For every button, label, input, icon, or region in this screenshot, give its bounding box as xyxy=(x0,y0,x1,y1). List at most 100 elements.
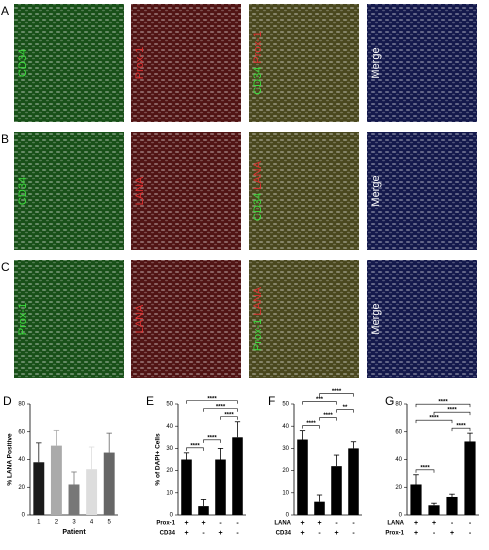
row-sign: + xyxy=(432,520,436,527)
bar xyxy=(232,437,243,515)
bar xyxy=(103,452,115,515)
error-bar xyxy=(106,432,112,453)
y-tick-label: 10 xyxy=(282,490,289,496)
image-texture xyxy=(249,260,359,378)
row-sign: - xyxy=(469,530,472,537)
significance-bracket xyxy=(186,400,238,404)
row-sign: + xyxy=(414,530,418,537)
error-bar xyxy=(183,452,190,460)
image-label: Prox-1 LANA xyxy=(252,286,264,351)
row-name: Prox-1 xyxy=(156,521,175,527)
micrograph xyxy=(14,4,124,122)
label-part: Merge xyxy=(370,47,382,78)
micrograph xyxy=(131,4,241,122)
significance-label: **** xyxy=(207,435,217,441)
image-texture xyxy=(131,132,241,250)
row-sign: + xyxy=(184,520,188,527)
row-sign: + xyxy=(334,530,338,537)
bar xyxy=(464,441,476,515)
significance-label: **** xyxy=(207,396,217,402)
row-sign: - xyxy=(202,530,205,537)
micrograph xyxy=(14,260,124,378)
label-part: LANA xyxy=(252,286,264,315)
image-label: Prox-1 xyxy=(17,303,29,335)
row-sign: - xyxy=(451,520,454,527)
error-bar xyxy=(299,430,306,440)
row-sign: - xyxy=(318,530,321,537)
label-part: CD34 xyxy=(252,67,264,95)
label-part: CD34 xyxy=(252,193,264,221)
y-tick-label: 50 xyxy=(282,402,289,408)
bar xyxy=(215,459,226,515)
bar xyxy=(181,459,192,515)
significance-bracket xyxy=(203,439,221,443)
y-tick-label: 20 xyxy=(395,485,402,491)
row-sign: - xyxy=(236,530,239,537)
y-tick-label: 30 xyxy=(282,446,289,452)
label-part: LANA xyxy=(252,160,264,189)
significance-label: **** xyxy=(323,413,333,419)
error-bar xyxy=(234,421,241,438)
panel-letter: A xyxy=(1,4,9,18)
label-part: Prox-1 xyxy=(252,319,264,351)
error-bar xyxy=(316,494,323,502)
significance-bracket xyxy=(220,416,238,420)
row-sign: - xyxy=(469,520,472,527)
panel-letter: D xyxy=(3,394,12,408)
row-sign: + xyxy=(184,530,188,537)
y-tick-label: 0 xyxy=(399,513,403,519)
significance-bracket xyxy=(451,427,471,432)
image-label: CD34 xyxy=(17,177,29,205)
significance-label: **** xyxy=(216,404,226,410)
panel-letter: C xyxy=(1,260,10,274)
label-part: LANA xyxy=(134,304,146,333)
y-tick-label: 0 xyxy=(170,513,174,519)
bar xyxy=(331,466,342,515)
y-tick-label: 50 xyxy=(166,402,173,408)
y-tick-label: 40 xyxy=(282,424,289,430)
error-bar xyxy=(413,474,419,485)
image-texture xyxy=(367,260,477,378)
panel-letter: B xyxy=(1,132,9,146)
row-sign: - xyxy=(352,530,355,537)
error-bar xyxy=(217,447,224,460)
significance-bracket xyxy=(302,401,337,405)
row-sign: - xyxy=(236,520,239,527)
micrograph xyxy=(249,132,359,250)
significance-label: **** xyxy=(429,416,439,422)
row-sign: + xyxy=(300,530,304,537)
label-part: Prox-1 xyxy=(252,31,264,63)
label-part: CD34 xyxy=(17,49,29,77)
error-bar xyxy=(449,493,455,497)
image-label: LANA xyxy=(134,304,146,333)
label-part: Prox-1 xyxy=(17,303,29,335)
micrograph xyxy=(131,132,241,250)
row-name: CD34 xyxy=(160,531,176,537)
micrograph xyxy=(367,260,477,378)
y-tick-label: 40 xyxy=(395,457,402,463)
significance-bracket xyxy=(336,409,354,413)
significance-bracket xyxy=(302,425,320,429)
bar xyxy=(68,484,80,515)
error-bar xyxy=(36,442,42,463)
bar xyxy=(428,505,440,515)
bar xyxy=(50,445,62,515)
row-name: LANA xyxy=(274,521,291,527)
image-texture xyxy=(131,4,241,122)
error-bar xyxy=(467,432,473,442)
significance-bracket xyxy=(415,419,453,424)
error-bar xyxy=(431,502,437,506)
bar xyxy=(33,462,45,515)
bar xyxy=(297,439,308,515)
y-axis-label: % LANA Positive xyxy=(7,433,14,486)
image-texture xyxy=(367,4,477,122)
image-label: Merge xyxy=(370,175,382,206)
significance-label: **** xyxy=(306,421,316,427)
bar xyxy=(314,501,325,515)
image-texture xyxy=(249,4,359,122)
row-name: CD34 xyxy=(276,531,292,537)
x-tick-label: 1 xyxy=(37,520,41,526)
bar xyxy=(410,484,422,515)
significance-label: **** xyxy=(456,424,466,430)
x-tick-label: 2 xyxy=(55,520,59,526)
